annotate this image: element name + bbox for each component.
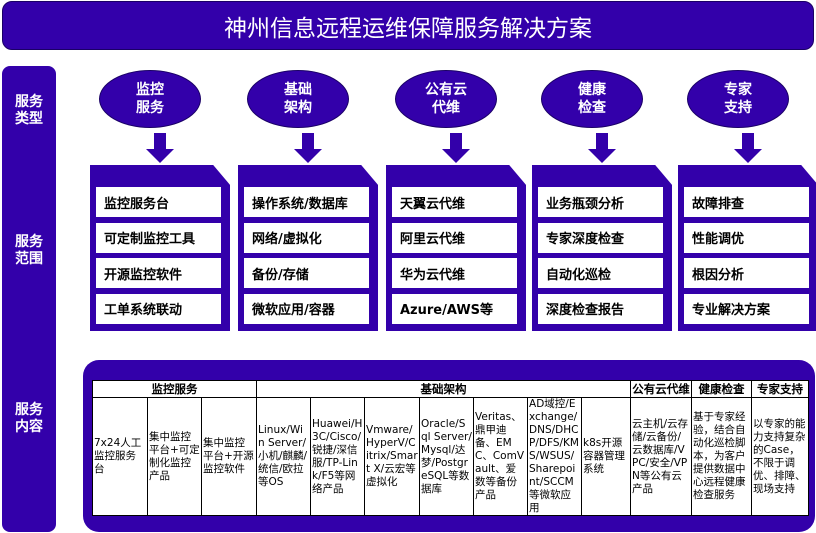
sidebar: 服务 类型 服务 范围 服务 内容 (2, 66, 56, 532)
arrow-down-icon (588, 133, 616, 163)
scope-item: 自动化巡检 (538, 258, 663, 288)
table-cell: Oracle/Sql Server/Mysql/达梦/PostgreSQL等数据… (419, 397, 475, 516)
table-cell: k8s开源容器管理系统 (581, 397, 632, 516)
scope-item: 性能调优 (684, 222, 809, 253)
arrow-down-icon (734, 133, 762, 163)
scope-item: 天翼云代维 (392, 187, 517, 217)
service-scope-card: 监控服务台可定制监控工具 开源监控软件 工单系统联动 (90, 165, 230, 331)
service-scope-card: 操作系统/数据库 网络/虚拟化 备份/存储微软应用/容器 (238, 165, 378, 331)
table-cell: 云主机/云存储/云备份/云数据库/VPC/安全/VPN等公有云产品 (630, 397, 693, 516)
table-header-cell: 专家支持 (751, 380, 810, 398)
scope-item: 操作系统/数据库 (244, 187, 369, 217)
service-type-ellipse: 监控 服务 (99, 70, 201, 128)
table-header-cell: 监控服务 (91, 380, 258, 398)
arrow-down-icon (146, 133, 174, 163)
table-header-cell: 健康检查 (691, 380, 753, 398)
table-cell: 以专家的能力支持复杂的Case，不限于调优、排障、现场支持 (751, 397, 810, 516)
table-cell: Huawei/H3C/Cisco/锐捷/深信服/TP-Link/F5等网络产品 (310, 397, 366, 516)
service-scope-card: 业务瓶颈分析 专家深度检查 自动化巡检深度检查报告 (532, 165, 672, 331)
table-header-cell: 基础架构 (256, 380, 632, 398)
table-cell: Linux/Win Server/小机/麒麟/统信/欧拉等OS (256, 397, 312, 516)
sidebar-label-type: 服务 类型 (15, 94, 43, 127)
scope-item: 备份/存储 (244, 258, 369, 288)
scope-item: 专业解决方案 (684, 293, 809, 324)
scope-item: 华为云代维 (392, 258, 517, 288)
scope-item: 可定制监控工具 (96, 222, 221, 253)
table-cell: Veritas、鼎甲迪备、EMC、ComVault、爱数等备份产品 (473, 397, 529, 516)
arrow-down-icon (442, 133, 470, 163)
table-row: 7x24人工监控服务台 集中监控平台+可定制化监控产品 集中监控平台+开源监控软件 L… (92, 397, 810, 516)
scope-item: 工单系统联动 (96, 293, 221, 324)
table-header-cell: 公有云代维 (630, 380, 693, 398)
service-scope-card: 故障排查性能调优根因分析专业解决方案 (678, 165, 816, 331)
scope-item: 阿里云代维 (392, 222, 517, 253)
service-content-table: 监控服务 基础架构 公有云代维 健康检查 专家支持 7x24人工监控服务台 集中监控平台+… (91, 380, 810, 516)
table-header-row: 监控服务 基础架构 公有云代维 健康检查 专家支持 (91, 380, 810, 398)
scope-item: 根因分析 (684, 258, 809, 288)
service-type-ellipse: 专家 支持 (687, 70, 789, 128)
service-type-ellipse: 健康 检查 (541, 70, 643, 128)
scope-item: 故障排查 (684, 187, 809, 217)
service-scope-card: 天翼云代维阿里云代维华为云代维 Azure/AWS等 (386, 165, 526, 331)
scope-item: 监控服务台 (96, 187, 221, 217)
table-cell: Vmware/HyperV/Citrix/Smart X/云宏等虚拟化 (364, 397, 421, 516)
table-cell: 集中监控平台+开源监控软件 (200, 397, 258, 516)
table-cell: 7x24人工监控服务台 (92, 397, 148, 516)
sidebar-label-scope: 服务 范围 (15, 234, 43, 267)
table-cell: 集中监控平台+可定制化监控产品 (147, 397, 202, 516)
scope-item: Azure/AWS等 (392, 293, 517, 324)
service-type-ellipse: 公有云 代维 (395, 70, 497, 128)
service-type-ellipse: 基础 架构 (247, 70, 349, 128)
scope-item: 开源监控软件 (96, 258, 221, 288)
scope-item: 深度检查报告 (538, 293, 663, 324)
table-cell: 基于专家经验，结合自动化巡检脚本，为客户提供数据中心远程健康检查服务 (691, 397, 753, 516)
page-title: 神州信息远程运维保障服务解决方案 (2, 1, 814, 50)
arrow-down-icon (294, 133, 322, 163)
table-cell: AD域控/Exchange/DNS/DHCP/DFS/KMS/WSUS/Shar… (527, 397, 583, 516)
scope-item: 业务瓶颈分析 (538, 187, 663, 217)
scope-item: 网络/虚拟化 (244, 222, 369, 253)
scope-item: 微软应用/容器 (244, 293, 369, 324)
scope-item: 专家深度检查 (538, 222, 663, 253)
sidebar-label-content: 服务 内容 (15, 402, 43, 435)
